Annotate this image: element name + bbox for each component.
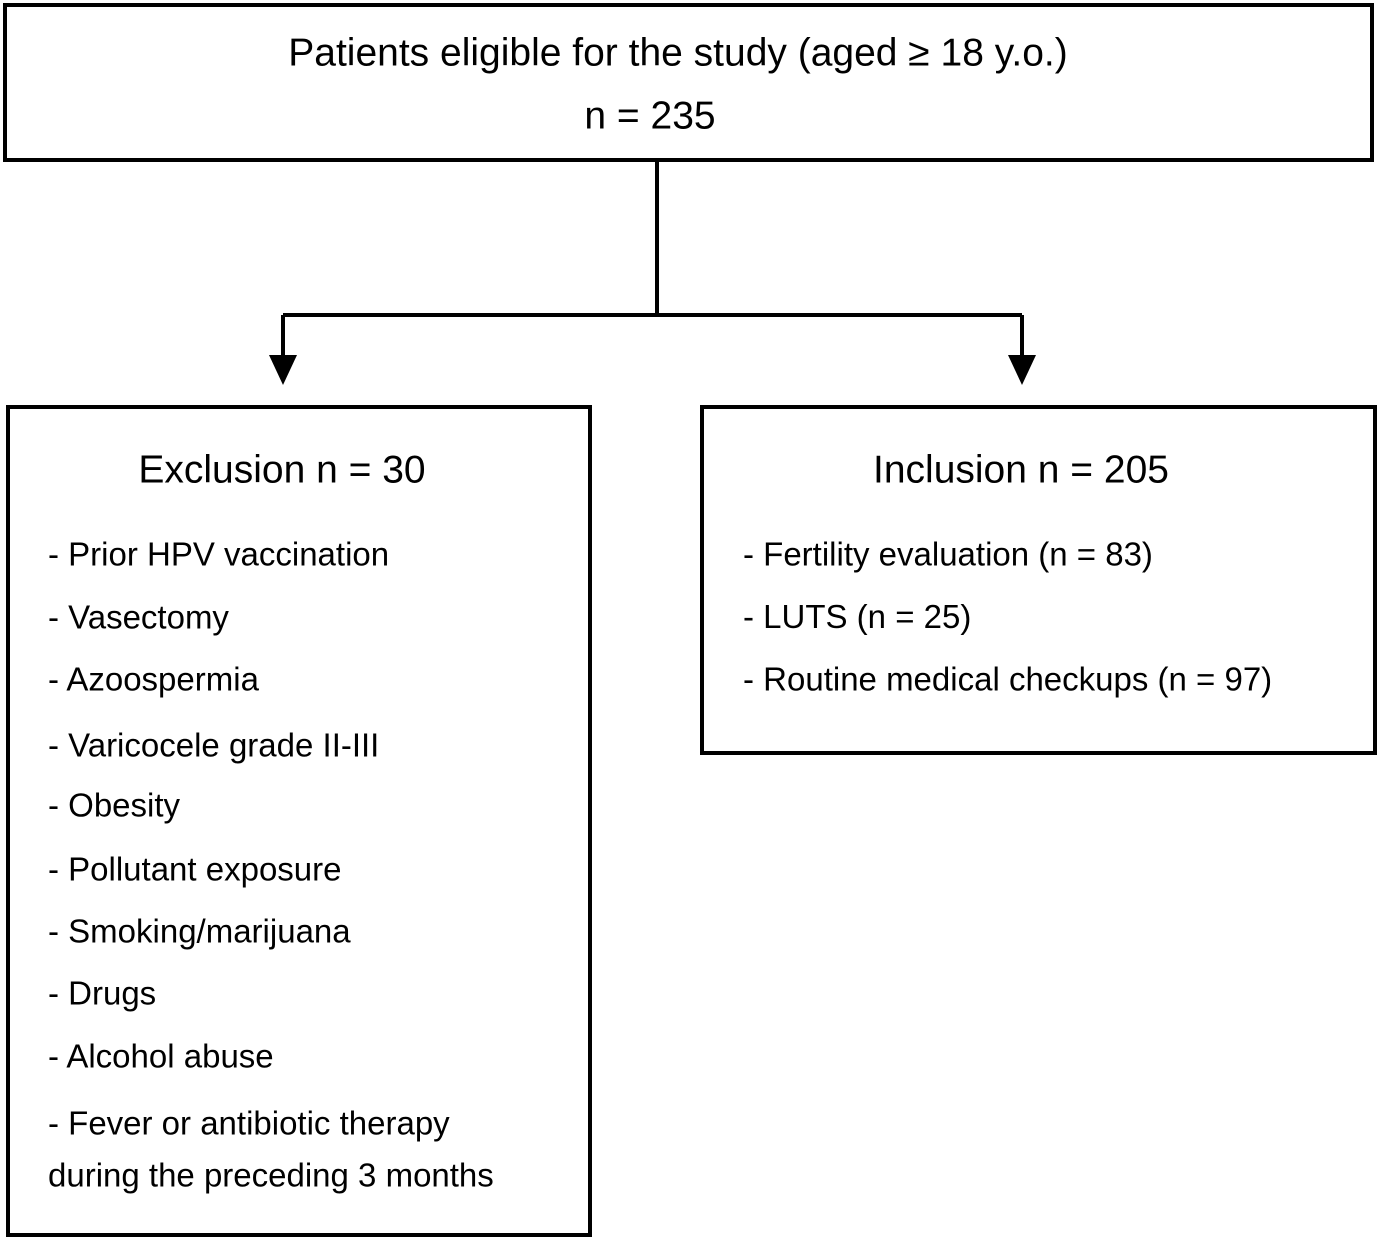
exclusion-item: - Drugs xyxy=(48,975,156,1012)
top-line: n = 235 xyxy=(584,94,715,137)
inclusion-title: Inclusion n = 205 xyxy=(873,448,1169,491)
top-line: Patients eligible for the study (aged ≥ … xyxy=(288,31,1067,74)
arrow-head xyxy=(1008,355,1036,385)
inclusion-box xyxy=(700,405,1377,755)
exclusion-item: - Fever or antibiotic therapy xyxy=(48,1105,450,1142)
arrow-head xyxy=(269,355,297,385)
exclusion-item: - Smoking/marijuana xyxy=(48,913,351,950)
exclusion-item: - Vasectomy xyxy=(48,599,229,636)
exclusion-item: during the preceding 3 months xyxy=(48,1157,494,1194)
exclusion-item: - Obesity xyxy=(48,787,181,824)
exclusion-item: - Azoospermia xyxy=(48,661,260,698)
inclusion-item: - Fertility evaluation (n = 83) xyxy=(743,536,1153,573)
inclusion-item: - Routine medical checkups (n = 97) xyxy=(743,661,1272,698)
exclusion-box xyxy=(6,405,592,1237)
exclusion-item: - Pollutant exposure xyxy=(48,851,342,888)
top-box xyxy=(3,3,1374,162)
exclusion-item: - Varicocele grade II-III xyxy=(48,727,379,764)
exclusion-item: - Prior HPV vaccination xyxy=(48,536,389,573)
inclusion-item: - LUTS (n = 25) xyxy=(743,598,971,635)
connector xyxy=(281,160,1024,360)
exclusion-title: Exclusion n = 30 xyxy=(138,448,425,491)
exclusion-item: - Alcohol abuse xyxy=(48,1038,274,1075)
